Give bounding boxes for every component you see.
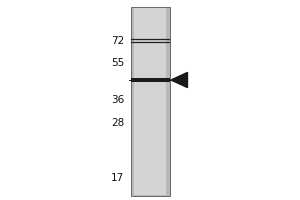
Text: 72: 72 <box>111 36 124 46</box>
Bar <box>130 7 170 196</box>
Bar <box>134 8 166 195</box>
Text: 36: 36 <box>111 95 124 105</box>
Text: 28: 28 <box>111 118 124 128</box>
Text: 55: 55 <box>111 58 124 68</box>
Bar <box>130 78 170 82</box>
Text: 17: 17 <box>111 173 124 183</box>
Text: CEM: CEM <box>137 0 163 2</box>
Polygon shape <box>171 72 188 88</box>
